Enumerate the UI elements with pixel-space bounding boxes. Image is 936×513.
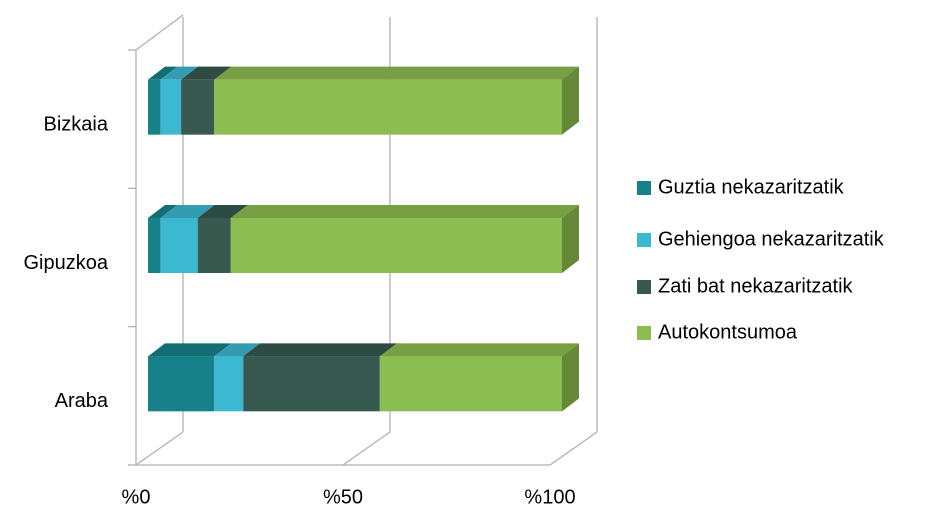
bar-side-shade xyxy=(562,205,579,273)
bar-top-shade xyxy=(160,205,215,218)
bar-top-shade xyxy=(230,205,580,218)
legend-swatch xyxy=(637,280,651,294)
bar-top-shade xyxy=(214,343,261,357)
bar-top xyxy=(230,205,580,218)
legend-label: Autokontsumoa xyxy=(658,321,798,343)
bar-top xyxy=(160,205,215,218)
bar-front xyxy=(148,218,161,273)
bar-segment xyxy=(148,66,178,135)
bar-top xyxy=(181,66,232,80)
bar-front xyxy=(214,356,244,412)
bar-top-shade xyxy=(148,205,178,218)
floor-grid-line xyxy=(342,431,391,466)
bar-front xyxy=(379,356,562,412)
bar-top xyxy=(243,343,397,357)
x-tick-label: %0 xyxy=(122,486,151,508)
bar-side-shade xyxy=(562,66,579,135)
bar-front xyxy=(148,79,161,135)
bar-segment xyxy=(214,66,580,135)
bar-segment xyxy=(148,205,178,273)
bar-segment xyxy=(148,343,232,412)
bar-top xyxy=(197,205,248,218)
bar-side xyxy=(562,66,579,135)
bar-segment xyxy=(230,205,580,273)
bar-front xyxy=(160,218,198,273)
bar-top-shade xyxy=(160,66,199,80)
bar-top xyxy=(148,66,178,80)
bar-top-shade xyxy=(243,343,397,357)
bar-segment xyxy=(214,343,261,412)
bar-front xyxy=(148,356,215,412)
bar-segment xyxy=(197,205,248,273)
bar-top xyxy=(379,343,579,357)
bar-top xyxy=(214,343,261,357)
legend-label: Zati bat nekazaritzatik xyxy=(658,275,854,297)
bar-front xyxy=(160,79,182,135)
bar-front xyxy=(243,356,380,412)
x-tick-label: %50 xyxy=(323,486,363,508)
bar-front xyxy=(230,218,563,273)
x-tick-label: %100 xyxy=(524,486,575,508)
bar-top-shade xyxy=(379,343,579,357)
bar-top xyxy=(214,66,580,80)
bar-segment xyxy=(243,343,397,412)
bar-top-shade xyxy=(214,66,580,80)
legend-swatch xyxy=(637,326,651,340)
y-tick-label: Araba xyxy=(55,390,109,412)
legend-swatch xyxy=(637,233,651,247)
bar-top xyxy=(148,205,178,218)
legend-swatch xyxy=(637,181,651,195)
bar-top-shade xyxy=(181,66,232,80)
y-tick-label: Bizkaia xyxy=(44,113,109,135)
bar-top-shade xyxy=(197,205,248,218)
floor-grid-line xyxy=(549,431,598,466)
bar-top xyxy=(148,343,232,357)
bar-top-shade xyxy=(148,343,232,357)
bar-segment xyxy=(181,66,232,135)
y-tick-label: Gipuzkoa xyxy=(24,252,109,274)
bar-front xyxy=(181,79,215,135)
bar-segment xyxy=(379,343,579,412)
legend-label: Gehiengoa nekazaritzatik xyxy=(658,228,885,250)
bar-front xyxy=(197,218,231,273)
bar-side-shade xyxy=(562,343,579,412)
bar-side xyxy=(562,343,579,412)
bar-top-shade xyxy=(148,66,178,80)
floor-grid-line xyxy=(135,431,184,466)
legend-label: Guztia nekazaritzatik xyxy=(658,176,845,198)
bar-segment xyxy=(160,205,215,273)
bar-top xyxy=(160,66,199,80)
bar-front xyxy=(214,79,563,135)
bar-side xyxy=(562,205,579,273)
bar-segment xyxy=(160,66,199,135)
left-wall-top xyxy=(135,14,184,51)
